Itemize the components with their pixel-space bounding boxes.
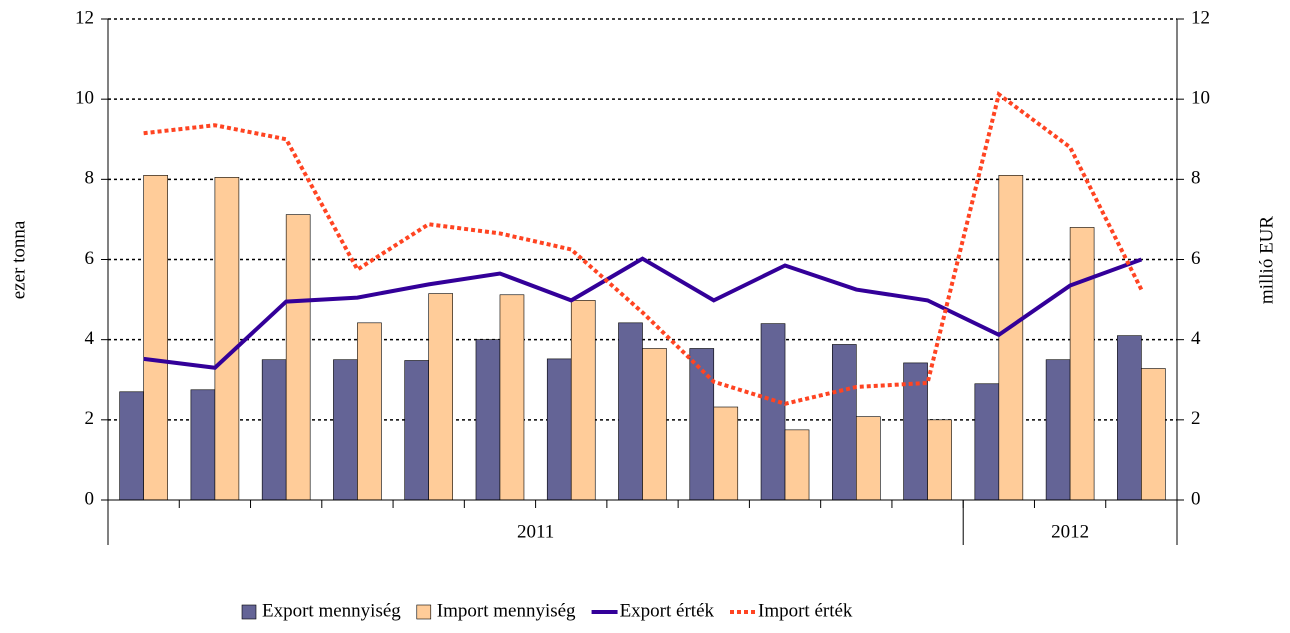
bar (570, 300, 596, 501)
line (143, 256, 1143, 370)
group-label: 2012 (1051, 521, 1089, 542)
legend-swatch (416, 604, 432, 620)
y-axis-label: ezer tonna (8, 220, 29, 299)
y2-tick-label: 4 (1191, 328, 1201, 349)
bar (261, 359, 287, 501)
bar (974, 383, 1000, 501)
y-tick-label: 10 (75, 88, 94, 109)
y-tick-label: 12 (75, 7, 94, 28)
bar (357, 322, 382, 501)
bar (285, 214, 311, 501)
y-tick-label: 6 (85, 248, 95, 269)
bar (499, 294, 525, 501)
y-tick-label: 8 (85, 168, 95, 189)
line (143, 90, 1144, 406)
bar (1117, 335, 1142, 501)
bar (998, 175, 1024, 501)
bar (618, 322, 643, 501)
y2-axis-label: millió EUR (1256, 216, 1277, 304)
bar (143, 175, 168, 501)
y-tick-label: 2 (85, 408, 95, 429)
bar (404, 360, 430, 501)
bar (428, 293, 454, 501)
legend-swatch (241, 604, 257, 620)
legend-label: Import mennyiség (437, 600, 576, 621)
bar (903, 362, 928, 501)
bar (214, 177, 240, 501)
bar (760, 323, 786, 501)
group-label: 2011 (517, 521, 554, 542)
bar (689, 348, 715, 501)
bar (546, 358, 572, 501)
bar (642, 348, 667, 501)
y2-tick-label: 10 (1191, 88, 1210, 109)
bar (784, 429, 810, 501)
y2-tick-label: 0 (1191, 488, 1201, 509)
y2-tick-label: 8 (1191, 168, 1201, 189)
legend-label: Export mennyiség (262, 600, 401, 621)
y-tick-label: 4 (85, 328, 95, 349)
bar (1141, 368, 1166, 501)
bar (855, 416, 881, 501)
y-tick-label: 0 (85, 488, 95, 509)
bar (713, 406, 739, 501)
y2-tick-label: 2 (1191, 408, 1201, 429)
bar (333, 359, 358, 501)
y2-tick-label: 6 (1191, 248, 1201, 269)
legend-label: Export érték (620, 600, 715, 621)
bar (831, 344, 857, 501)
bar (1045, 359, 1071, 501)
bar (475, 339, 501, 501)
bar (927, 419, 952, 501)
bar (1069, 227, 1095, 501)
bar (119, 391, 144, 501)
bar (190, 389, 216, 501)
y2-tick-label: 12 (1191, 7, 1210, 28)
legend-label: Import érték (758, 600, 853, 621)
